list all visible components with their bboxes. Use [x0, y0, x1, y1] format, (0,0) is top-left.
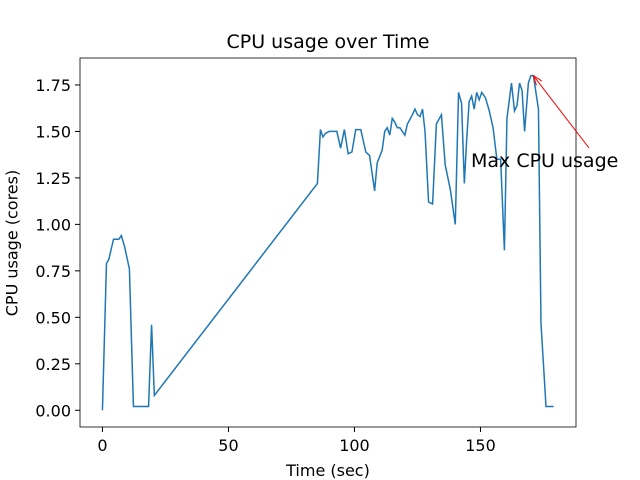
y-tick-label: 1.00 [35, 215, 71, 234]
y-tick-label: 0.00 [35, 401, 71, 420]
y-tick-label: 0.50 [35, 308, 71, 327]
x-tick-label: 0 [97, 436, 107, 455]
y-tick-label: 0.75 [35, 262, 71, 281]
annotation-arrow [533, 75, 590, 149]
annotation-text: Max CPU usage [471, 150, 618, 172]
y-tick-label: 1.75 [35, 76, 71, 95]
y-tick-label: 0.25 [35, 355, 71, 374]
axes-frame [79, 57, 577, 428]
x-tick-label: 50 [218, 436, 238, 455]
x-axis-label: Time (sec) [285, 461, 370, 480]
x-tick-label: 150 [465, 436, 496, 455]
y-axis-label: CPU usage (cores) [3, 170, 22, 316]
line-series [101, 74, 554, 411]
y-tick-label: 1.50 [35, 122, 71, 141]
y-tick-label: 1.25 [35, 169, 71, 188]
x-tick-label: 100 [339, 436, 370, 455]
chart-title: CPU usage over Time [227, 31, 430, 53]
annotation-arrowhead [532, 74, 543, 86]
